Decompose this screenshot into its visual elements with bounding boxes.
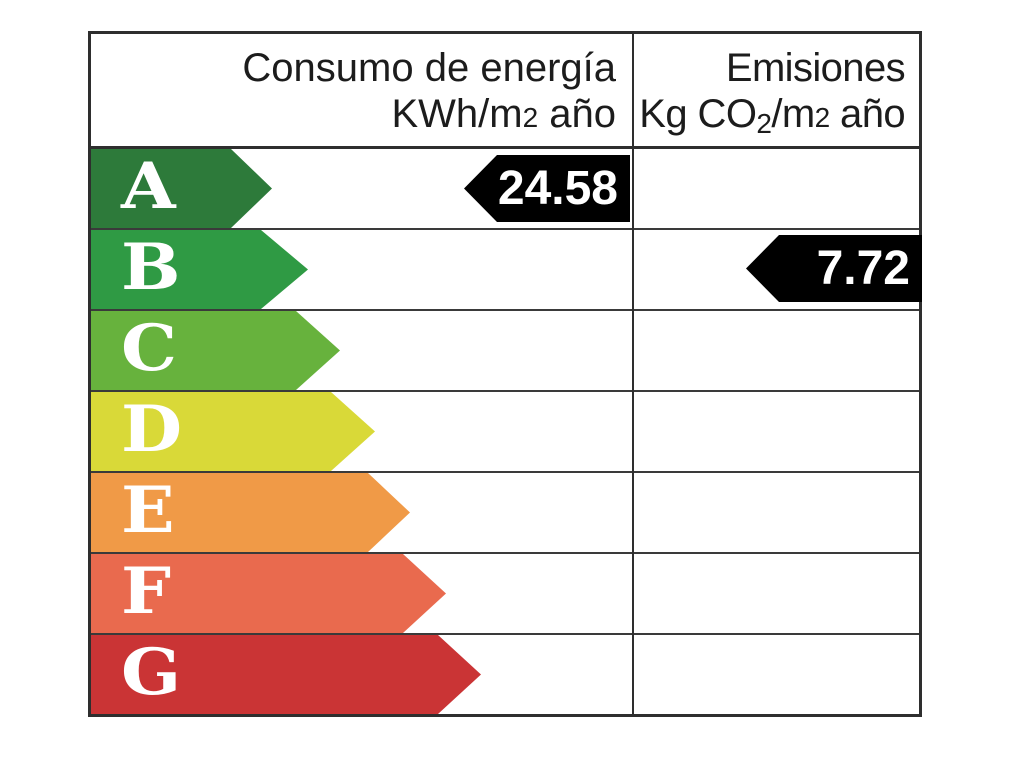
emissions-header: Emisiones Kg CO2/m2 año <box>632 34 919 146</box>
rating-arrow-c: C <box>91 311 340 390</box>
consumption-header-line2: KWh/m2 año <box>391 92 616 136</box>
rating-arrow-a: A <box>91 149 272 228</box>
rating-letter-g: G <box>121 634 182 710</box>
consumption-header-line1: Consumo de energía <box>242 46 616 90</box>
column-divider <box>632 34 634 714</box>
rating-row-a: A 24.58 <box>91 149 919 230</box>
table-header: Consumo de energía KWh/m2 año Emisiones … <box>91 34 919 149</box>
rating-row-b: B 7.72 <box>91 230 922 311</box>
rating-row-f: F <box>91 554 919 635</box>
emissions-value-arrow: 7.72 <box>746 235 922 302</box>
rating-arrow-g: G <box>91 635 481 714</box>
rating-arrow-e: E <box>91 473 410 552</box>
emissions-header-line1: Emisiones <box>725 46 906 90</box>
rating-arrow-d: D <box>91 392 375 471</box>
rating-table: Consumo de energía KWh/m2 año Emisiones … <box>88 31 922 717</box>
rating-row-e: E <box>91 473 919 554</box>
rating-letter-f: F <box>121 553 171 629</box>
consumption-value-arrow: 24.58 <box>464 155 630 222</box>
rating-row-g: G <box>91 635 919 714</box>
rating-rows: A 24.58 B 7.72 C D E F G <box>91 149 922 714</box>
emissions-value: 7.72 <box>816 241 910 295</box>
rating-row-c: C <box>91 311 919 392</box>
consumption-header: Consumo de energía KWh/m2 año <box>91 34 632 146</box>
rating-arrow-b: B <box>91 230 308 309</box>
rating-arrow-f: F <box>91 554 446 633</box>
rating-row-d: D <box>91 392 919 473</box>
rating-letter-e: E <box>121 472 175 548</box>
rating-letter-c: C <box>121 310 178 386</box>
consumption-value: 24.58 <box>497 161 618 215</box>
rating-letter-a: A <box>121 148 176 224</box>
emissions-header-line2: Kg CO2/m2 año <box>639 92 905 140</box>
rating-letter-b: B <box>121 229 181 305</box>
rating-letter-d: D <box>121 391 183 467</box>
